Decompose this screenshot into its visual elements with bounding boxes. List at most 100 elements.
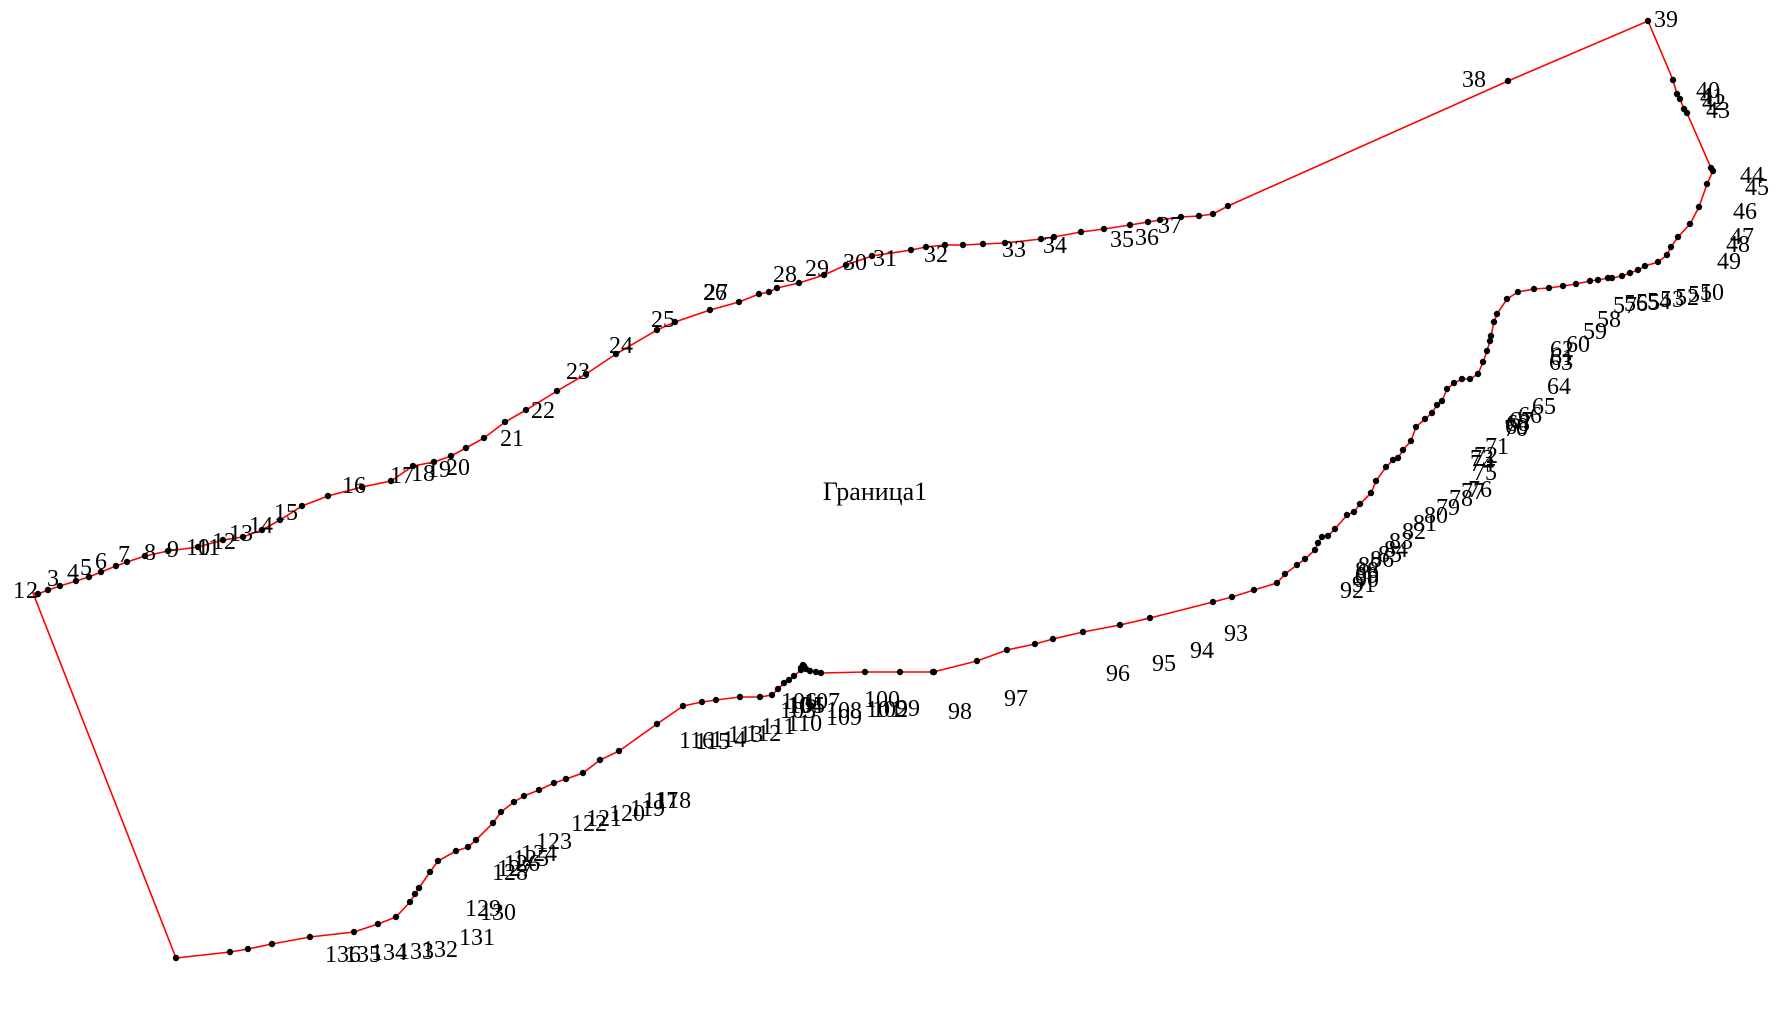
boundary-vertex <box>522 406 530 414</box>
boundary-vertex <box>219 536 227 544</box>
point-label-28: 28 <box>773 262 797 288</box>
point-label-130: 130 <box>480 900 516 926</box>
boundary-vertex <box>1301 555 1309 563</box>
boundary-vertex <box>698 698 706 706</box>
point-label-59: 59 <box>1583 319 1607 345</box>
boundary-vertex <box>1674 233 1682 241</box>
boundary-vertex <box>773 284 781 292</box>
point-label-69: 69 <box>1505 414 1529 440</box>
point-label-21: 21 <box>500 426 524 452</box>
boundary-vertex <box>735 298 743 306</box>
boundary-vertex <box>172 954 180 962</box>
boundary-vertex <box>44 586 52 594</box>
point-label-12: 12 <box>212 529 236 555</box>
point-label-20: 20 <box>446 455 470 481</box>
boundary-vertex <box>1586 277 1594 285</box>
boundary-vertex <box>790 672 798 680</box>
point-label-29: 29 <box>805 256 829 282</box>
point-label-37: 37 <box>1158 213 1182 239</box>
boundary-vertex <box>501 418 509 426</box>
point-label-18: 18 <box>411 461 435 487</box>
boundary-vertex <box>1676 95 1684 103</box>
boundary-vertex <box>464 843 472 851</box>
boundary-vertex <box>472 836 480 844</box>
point-label-66: 66 <box>1518 403 1542 429</box>
boundary-vertex <box>1224 202 1232 210</box>
point-label-48: 48 <box>1726 232 1750 258</box>
point-label-23: 23 <box>566 359 590 385</box>
point-label-92: 92 <box>1340 578 1364 604</box>
boundary-vertex <box>1144 218 1152 226</box>
point-label-123: 123 <box>536 829 572 855</box>
boundary-vertex <box>706 306 714 314</box>
boundary-vertex <box>239 533 247 541</box>
point-label-83: 83 <box>1389 529 1413 555</box>
boundary-vertex <box>1486 337 1494 345</box>
boundary-vertex <box>653 720 661 728</box>
boundary-vertex <box>979 240 987 248</box>
boundary-vertex <box>1293 561 1301 569</box>
boundary-vertex <box>553 387 561 395</box>
boundary-vertex <box>97 568 105 576</box>
boundary-vertex <box>1077 228 1085 236</box>
point-label-85: 85 <box>1378 542 1402 568</box>
point-label-131: 131 <box>459 925 495 951</box>
boundary-vertex <box>785 676 793 684</box>
point-label-58: 58 <box>1597 307 1621 333</box>
boundary-vertex <box>387 477 395 485</box>
boundary-vertex <box>520 792 528 800</box>
boundary-vertex <box>1314 539 1322 547</box>
boundary-vertex <box>780 679 788 687</box>
boundary-vertex <box>497 808 505 816</box>
point-label-134: 134 <box>371 940 407 966</box>
boundary-vertex <box>1311 546 1319 554</box>
point-label-13: 13 <box>229 521 253 547</box>
point-label-24: 24 <box>609 333 633 359</box>
point-label-121: 121 <box>586 806 622 832</box>
boundary-vertex <box>765 288 773 296</box>
point-label-120: 120 <box>609 801 645 827</box>
point-label-125: 125 <box>513 846 549 872</box>
point-label-115: 115 <box>695 729 730 755</box>
boundary-vertex <box>868 252 876 260</box>
boundary-vertex <box>653 326 661 334</box>
boundary-vertex <box>426 868 434 876</box>
point-label-7: 7 <box>118 542 130 568</box>
point-label-95: 95 <box>1152 651 1176 677</box>
point-label-133: 133 <box>398 939 434 965</box>
point-label-60: 60 <box>1566 332 1590 358</box>
boundary-vertex <box>1487 332 1495 340</box>
point-label-22: 22 <box>531 398 555 424</box>
boundary-vertex <box>1634 266 1642 274</box>
point-label-96: 96 <box>1106 661 1130 687</box>
boundary-vertex <box>510 798 518 806</box>
point-label-35: 35 <box>1110 227 1134 253</box>
boundary-vertex <box>1382 463 1390 471</box>
point-label-103: 103 <box>780 698 816 724</box>
boundary-vertex <box>1493 310 1501 318</box>
point-label-100: 100 <box>864 687 900 713</box>
boundary-vertex <box>1350 508 1358 516</box>
boundary-vertex <box>244 945 252 953</box>
boundary-vertex <box>1686 220 1694 228</box>
point-label-112: 112 <box>746 721 781 747</box>
point-label-89: 89 <box>1355 563 1379 589</box>
boundary-vertex <box>679 702 687 710</box>
point-label-34: 34 <box>1043 233 1067 259</box>
boundary-vertex <box>1514 288 1522 296</box>
point-label-86: 86 <box>1370 547 1394 573</box>
boundary-vertex <box>582 370 590 378</box>
boundary-vertex <box>1572 280 1580 288</box>
boundary-vertex <box>820 271 828 279</box>
boundary-vertex <box>1421 415 1429 423</box>
boundary-vertex <box>1428 409 1436 417</box>
point-label-104: 104 <box>787 693 823 719</box>
point-label-31: 31 <box>873 246 897 272</box>
boundary-vertex <box>612 350 620 358</box>
boundary-vertex <box>795 279 803 287</box>
boundary-vertex <box>1394 454 1402 462</box>
boundary-vertex <box>1667 243 1675 251</box>
point-label-97: 97 <box>1004 686 1028 712</box>
boundary-vertex <box>164 547 172 555</box>
